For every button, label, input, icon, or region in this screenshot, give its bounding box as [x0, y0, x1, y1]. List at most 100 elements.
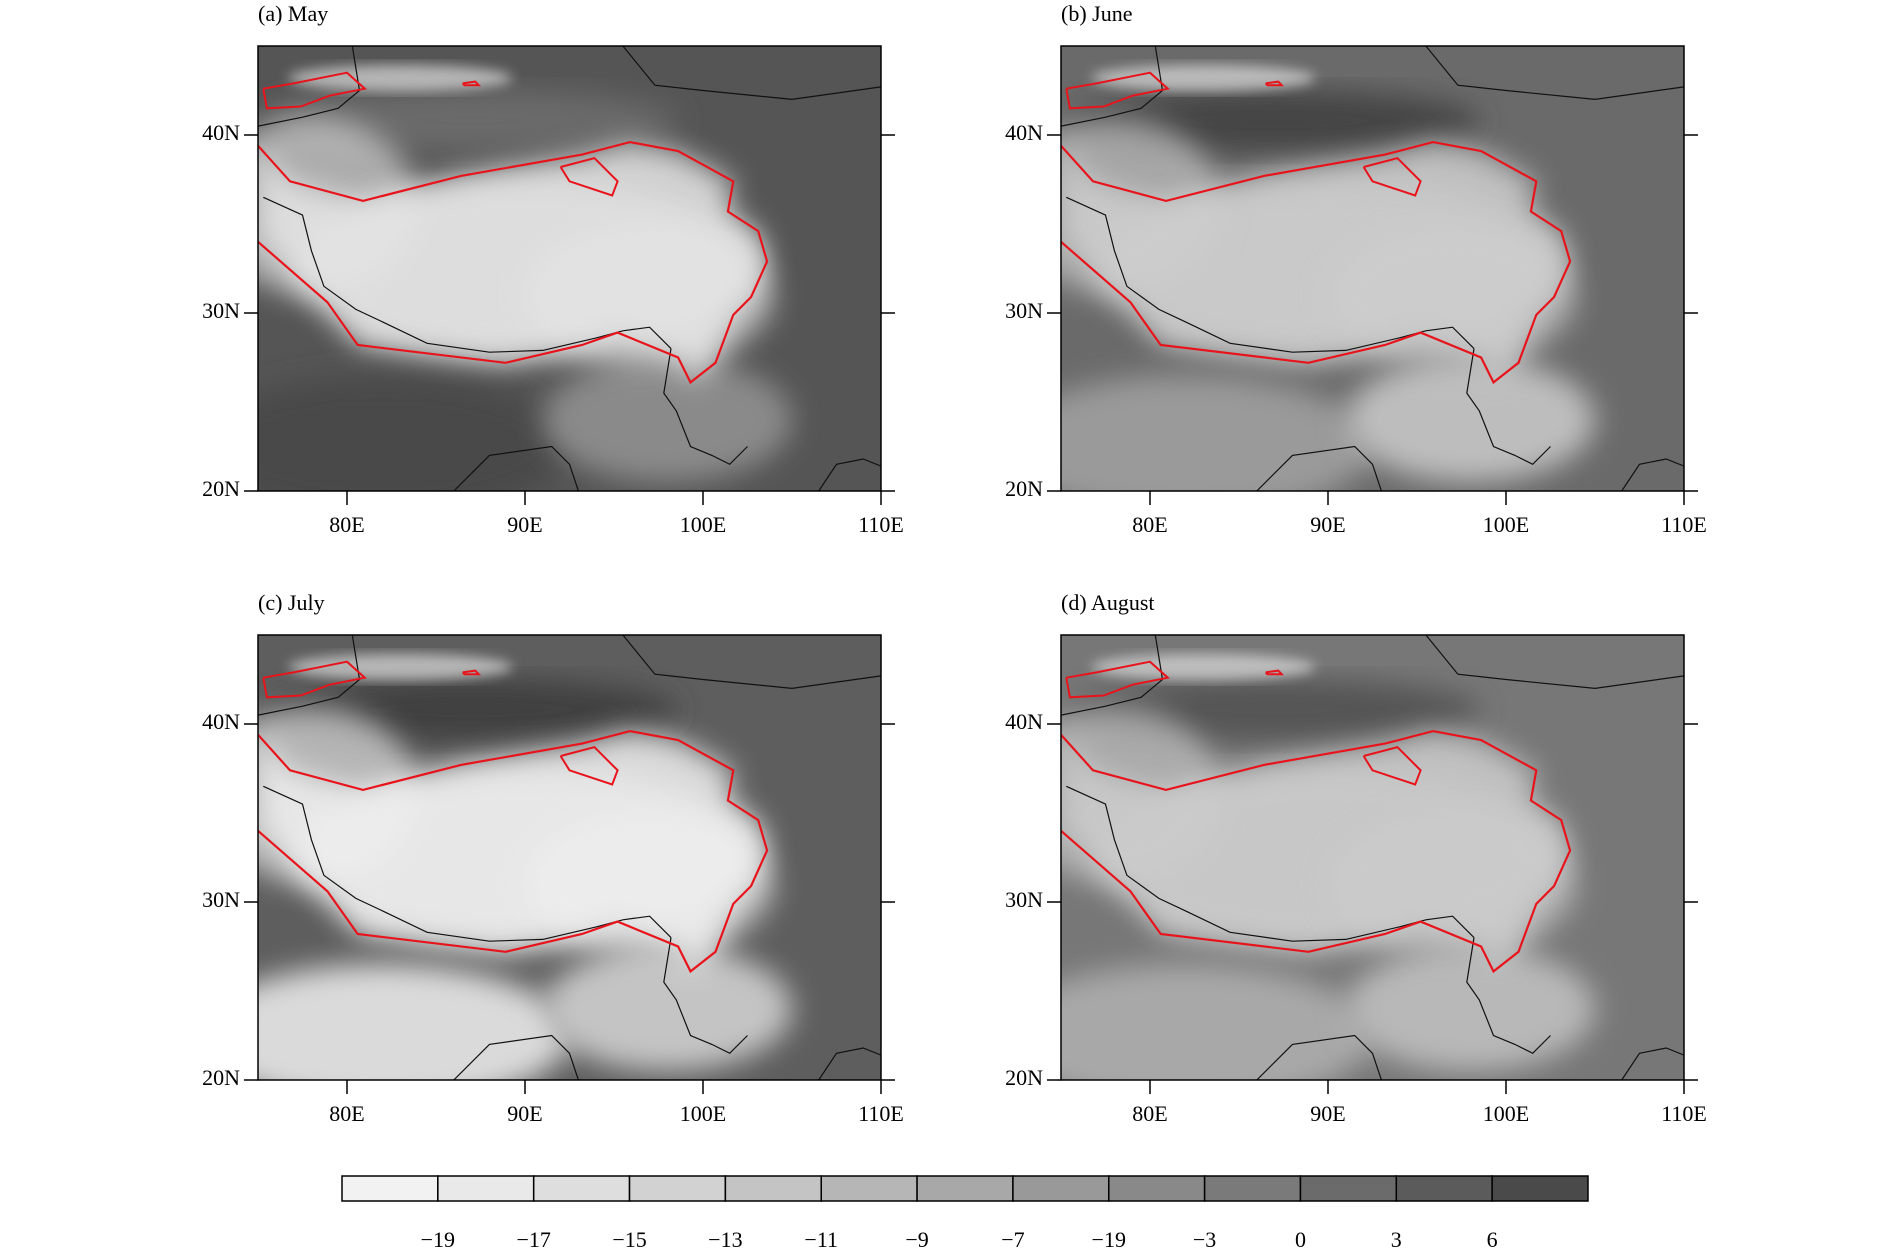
plateau-outline	[461, 669, 482, 676]
y-tick-label: 40N	[202, 709, 240, 734]
plateau-outline	[559, 156, 619, 197]
plateau-core	[1328, 224, 1578, 367]
colorbar-label: −9	[905, 1227, 928, 1252]
panel-title: (b) June	[1061, 1, 1132, 26]
y-tick-label: 20N	[1005, 1065, 1043, 1090]
country-border	[663, 937, 748, 1055]
map-field	[258, 635, 881, 1080]
country-border	[622, 635, 881, 690]
plateau-core	[525, 813, 775, 956]
map-field	[258, 46, 881, 491]
x-tick-label: 90E	[507, 1101, 542, 1126]
country-border	[258, 635, 361, 716]
tienshan	[1091, 64, 1316, 92]
plateau-outline	[258, 729, 769, 974]
country-border	[622, 46, 881, 101]
colorbar-box	[532, 1175, 631, 1202]
country-border	[453, 1034, 579, 1080]
y-tick-label: 30N	[1005, 887, 1043, 912]
map-frame	[257, 45, 882, 492]
y-tick-label: 40N	[202, 120, 240, 145]
y-tick-label: 20N	[202, 1065, 240, 1090]
colorbar: −19 −17 −15 −13 −11 −9 −7 −19 −3 0 3 6	[341, 1175, 1589, 1252]
country-border	[1425, 46, 1684, 101]
country-border	[1066, 196, 1475, 353]
south-region	[1061, 375, 1373, 491]
map-frame	[1060, 634, 1685, 1081]
south-region	[258, 375, 570, 491]
country-border	[818, 458, 881, 491]
southeast-region	[542, 946, 793, 1072]
country-border	[1061, 635, 1164, 716]
y-tick-label: 40N	[1005, 709, 1043, 734]
colorbar-label: −11	[804, 1227, 838, 1252]
plateau-outline	[1362, 156, 1422, 197]
plateau-outline	[1264, 669, 1285, 676]
panel-title: (a) May	[258, 1, 328, 26]
colorbar-box	[341, 1175, 439, 1202]
x-tick-label: 80E	[1132, 1101, 1167, 1126]
plateau-outline	[262, 660, 367, 699]
colorbar-label: −7	[1001, 1227, 1024, 1252]
map-panel: (a) May 80E 90E 100E 110E 20N 30N 40N	[202, 1, 904, 537]
tienshan	[288, 64, 513, 92]
colorbar-box	[1395, 1175, 1493, 1202]
country-border	[1425, 635, 1684, 690]
panel-title: (c) July	[258, 590, 325, 615]
x-tick-label: 80E	[1132, 512, 1167, 537]
x-tick-label: 90E	[507, 512, 542, 537]
x-tick-label: 100E	[680, 512, 726, 537]
y-tick-label: 40N	[1005, 120, 1043, 145]
plateau-outline	[1061, 729, 1572, 974]
colorbar-label: −15	[612, 1227, 646, 1252]
colorbar-box	[437, 1175, 535, 1202]
tienshan	[288, 653, 513, 681]
south-region	[258, 964, 570, 1080]
colorbar-box	[820, 1175, 918, 1202]
map-frame	[257, 634, 882, 1081]
colorbar-label: −19	[421, 1227, 455, 1252]
colorbar-label: −17	[516, 1227, 550, 1252]
x-tick-label: 110E	[858, 1101, 904, 1126]
plateau-outline	[461, 80, 482, 87]
plateau-outline	[1065, 660, 1170, 699]
colorbar-label: −13	[708, 1227, 742, 1252]
country-border	[263, 196, 672, 353]
tienshan	[1091, 653, 1316, 681]
country-border	[453, 445, 579, 491]
map-frame	[1060, 45, 1685, 492]
plateau-core	[525, 224, 775, 367]
country-border	[263, 785, 672, 942]
colorbar-label: −3	[1193, 1227, 1216, 1252]
country-border	[1066, 785, 1475, 942]
x-tick-label: 80E	[329, 1101, 364, 1126]
y-tick-label: 30N	[1005, 298, 1043, 323]
colorbar-box	[916, 1175, 1014, 1202]
x-tick-label: 110E	[1661, 512, 1707, 537]
country-border	[1256, 445, 1382, 491]
panel-title: (d) August	[1061, 590, 1155, 615]
y-tick-label: 20N	[202, 476, 240, 501]
country-border	[1621, 1047, 1684, 1080]
plateau-outline	[1264, 80, 1285, 87]
country-border	[258, 46, 361, 127]
plateau-outline	[1362, 745, 1422, 786]
plateau-outline	[258, 140, 769, 385]
map-panel: (c) July 80E 90E 100E 110E 20N 30N 40N	[202, 590, 904, 1126]
colorbar-box	[1299, 1175, 1398, 1202]
x-tick-label: 110E	[1661, 1101, 1707, 1126]
map-panel: (d) August 80E 90E 100E 110E 20N 30N 40N	[1005, 590, 1707, 1126]
y-tick-label: 30N	[202, 298, 240, 323]
colorbar-label: 3	[1391, 1227, 1402, 1252]
plateau-outline	[262, 71, 367, 110]
colorbar-label: 6	[1487, 1227, 1498, 1252]
colorbar-label: 0	[1295, 1227, 1306, 1252]
map-panel: (b) June 80E 90E 100E 110E 20N 30N 40N	[1005, 1, 1707, 537]
x-tick-label: 110E	[858, 512, 904, 537]
southeast-region	[542, 357, 793, 483]
country-border	[1621, 458, 1684, 491]
south-region	[1061, 964, 1373, 1080]
country-border	[1061, 46, 1164, 127]
